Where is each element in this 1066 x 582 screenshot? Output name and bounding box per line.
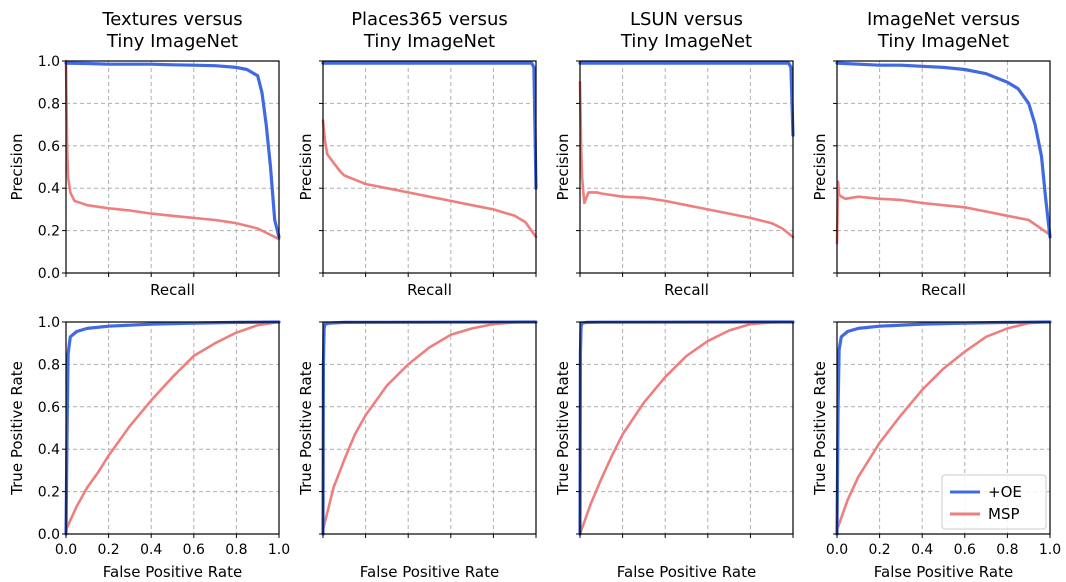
y-axis-label: Precision bbox=[554, 134, 572, 201]
subplot-title-line: Places365 versus bbox=[351, 9, 508, 30]
x-axis-label: False Positive Rate bbox=[103, 563, 242, 581]
series-line-oe bbox=[578, 61, 795, 137]
x-tick-label: 0.4 bbox=[911, 542, 933, 558]
axes-frame bbox=[836, 60, 1051, 274]
subplot-title-line: Tiny ImageNet bbox=[877, 31, 1009, 52]
axes-frame bbox=[836, 321, 1051, 535]
y-axis-label: True Positive Rate bbox=[554, 361, 572, 496]
series-line-oe bbox=[578, 320, 795, 536]
subplot-title-line: ImageNet versus bbox=[867, 9, 1020, 30]
series-line-oe bbox=[64, 320, 281, 536]
series-line-msp bbox=[64, 320, 281, 532]
axes-frame bbox=[579, 321, 794, 535]
subplot-title-line: Tiny ImageNet bbox=[363, 31, 495, 52]
y-tick-label: 0.0 bbox=[38, 266, 60, 282]
y-tick-label: 0.0 bbox=[38, 527, 60, 543]
x-tick-label: 0.2 bbox=[97, 542, 119, 558]
x-tick-label: 0.8 bbox=[996, 542, 1018, 558]
subplot-8: 0.0 0.2 0.4 0.6 0.8 1.0 False Positive Rate Tru… bbox=[811, 320, 1061, 581]
y-axis-label: Precision bbox=[811, 134, 829, 201]
y-axis-label: True Positive Rate bbox=[8, 361, 26, 496]
y-tick-label: 0.4 bbox=[38, 181, 60, 197]
x-tick-label: 0.6 bbox=[954, 542, 976, 558]
y-tick-label: 1.0 bbox=[38, 315, 60, 331]
x-tick-label: 0.2 bbox=[868, 542, 890, 558]
subplot-5: 0.00.0 0.2 0.2 0.4 0.4 0.6 0.6 0.8 0.8 1.0 1.0 Fals… bbox=[8, 315, 290, 581]
x-tick-label: 0.8 bbox=[225, 542, 247, 558]
y-tick-label: 0.2 bbox=[38, 485, 60, 501]
x-axis-label: False Positive Rate bbox=[617, 563, 756, 581]
axes-frame bbox=[65, 321, 280, 535]
series-line-msp bbox=[835, 320, 1052, 532]
axes-frame bbox=[322, 60, 537, 274]
x-axis-label: Recall bbox=[407, 281, 452, 299]
y-tick-label: 0.6 bbox=[38, 139, 60, 155]
series-line-oe bbox=[321, 61, 538, 190]
y-tick-label: 0.6 bbox=[38, 400, 60, 416]
subplot-title-line: LSUN versus bbox=[630, 9, 743, 30]
legend-label: +OE bbox=[988, 483, 1022, 501]
x-tick-label: 0.0 bbox=[55, 542, 77, 558]
x-axis-label: Recall bbox=[150, 281, 195, 299]
legend: +OE MSP bbox=[941, 474, 1047, 530]
axes-frame bbox=[579, 60, 794, 274]
subplot-7: False Positive Rate True Positive Rate bbox=[554, 320, 795, 581]
x-axis-label: False Positive Rate bbox=[874, 563, 1013, 581]
y-tick-label: 0.8 bbox=[38, 357, 60, 373]
x-tick-label: 0.6 bbox=[183, 542, 205, 558]
y-axis-label: True Positive Rate bbox=[297, 361, 315, 496]
series-line-oe bbox=[835, 320, 1052, 536]
y-axis-label: True Positive Rate bbox=[811, 361, 829, 496]
subplot-title-line: Tiny ImageNet bbox=[620, 31, 752, 52]
axes-frame bbox=[65, 60, 280, 274]
series-line-msp bbox=[835, 180, 1052, 245]
series-line-msp bbox=[64, 59, 281, 241]
y-axis-label: Precision bbox=[297, 134, 315, 201]
series-line-msp bbox=[321, 320, 538, 532]
series-line-msp bbox=[578, 320, 795, 536]
x-axis-label: Recall bbox=[664, 281, 709, 299]
y-axis-label: Precision bbox=[8, 134, 26, 201]
x-tick-label: 0.0 bbox=[826, 542, 848, 558]
subplot-1: 0.0 0.2 0.4 0.6 0.8 1.0 Recall Precision Texture… bbox=[8, 9, 281, 299]
y-tick-label: 0.8 bbox=[38, 96, 60, 112]
subplot-title-line: Tiny ImageNet bbox=[106, 31, 238, 52]
x-axis-label: Recall bbox=[921, 281, 966, 299]
y-tick-label: 1.0 bbox=[38, 54, 60, 70]
series-line-msp bbox=[321, 119, 538, 239]
y-tick-label: 0.2 bbox=[38, 224, 60, 240]
x-tick-label: 1.0 bbox=[1039, 542, 1061, 558]
series-line-msp bbox=[578, 80, 795, 239]
x-tick-label: 1.0 bbox=[268, 542, 290, 558]
subplot-title-line: Textures versus bbox=[101, 9, 242, 30]
x-tick-label: 0.4 bbox=[140, 542, 162, 558]
y-tick-label: 0.4 bbox=[38, 442, 60, 458]
series-line-oe bbox=[835, 61, 1052, 239]
series-line-oe bbox=[64, 61, 281, 239]
x-axis-label: False Positive Rate bbox=[360, 563, 499, 581]
subplot-6: False Positive Rate True Positive Rate bbox=[297, 320, 538, 581]
series-line-oe bbox=[321, 320, 538, 536]
axes-frame bbox=[322, 321, 537, 535]
legend-label: MSP bbox=[988, 505, 1020, 523]
